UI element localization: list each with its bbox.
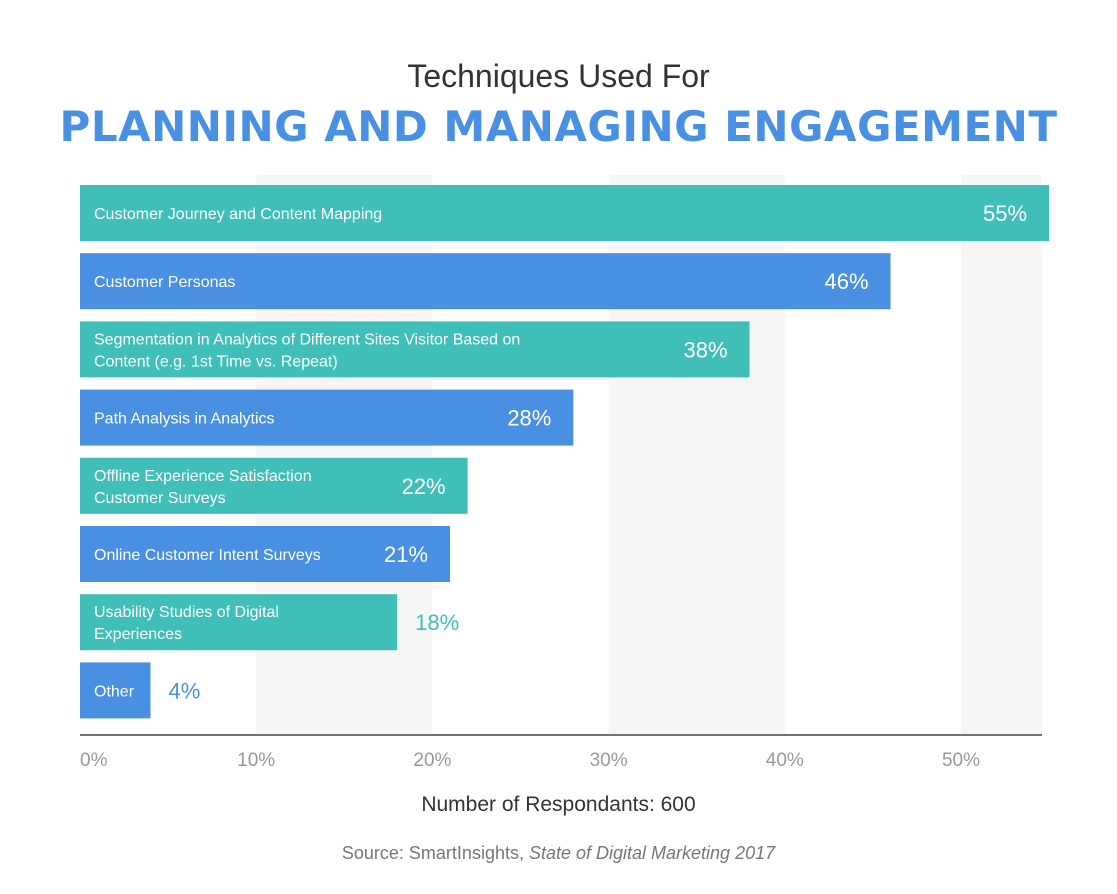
source-prefix: Source: SmartInsights, [341,843,529,863]
x-tick-label: 40% [766,750,804,771]
bar [80,389,574,446]
value-label: 4% [168,678,200,703]
source-note: Source: SmartInsights, State of Digital … [0,843,1117,864]
category-label: Other [94,683,135,700]
bar [80,662,151,719]
value-label: 46% [824,269,868,294]
x-tick-label: 10% [237,750,275,771]
bar [80,185,1050,241]
category-label: Customer Journey and Content Mapping [94,206,382,223]
x-axis-ticks: 0% 10% 20% 30% 40% 50% [80,750,980,771]
category-label: Customer Personas [94,274,235,291]
value-label: 55% [983,201,1027,226]
value-label: 22% [402,474,446,499]
chart-subtitle: PLANNING AND MANAGING ENGAGEMENT [59,102,1058,151]
x-tick-label: 20% [413,750,451,771]
category-label: Segmentation in Analytics of Different S… [94,331,520,370]
bar [80,594,398,651]
x-tick-label: 0% [80,750,108,771]
source-publication: State of Digital Marketing 2017 [528,843,776,863]
x-tick-label: 50% [942,750,980,771]
value-label: 21% [384,542,428,567]
bar [80,321,750,378]
value-label: 38% [684,337,728,362]
value-label: 18% [415,610,459,635]
bars-group: Customer Journey and Content Mapping 55% C… [80,185,1050,719]
bar [80,526,451,582]
bar [80,253,891,310]
category-label: Offline Experience Satisfaction Customer … [94,468,312,507]
respondents-count: Number of Respondants: 600 [421,793,696,816]
category-label: Path Analysis in Analytics [94,411,275,428]
category-label: Online Customer Intent Surveys [94,547,321,564]
x-tick-label: 30% [590,750,628,771]
bar [80,457,468,514]
grid-band [961,175,1042,735]
value-label: 28% [507,406,551,431]
category-label: Usability Studies of Digital Experiences [94,604,279,643]
chart-title: Techniques Used For [407,58,710,94]
